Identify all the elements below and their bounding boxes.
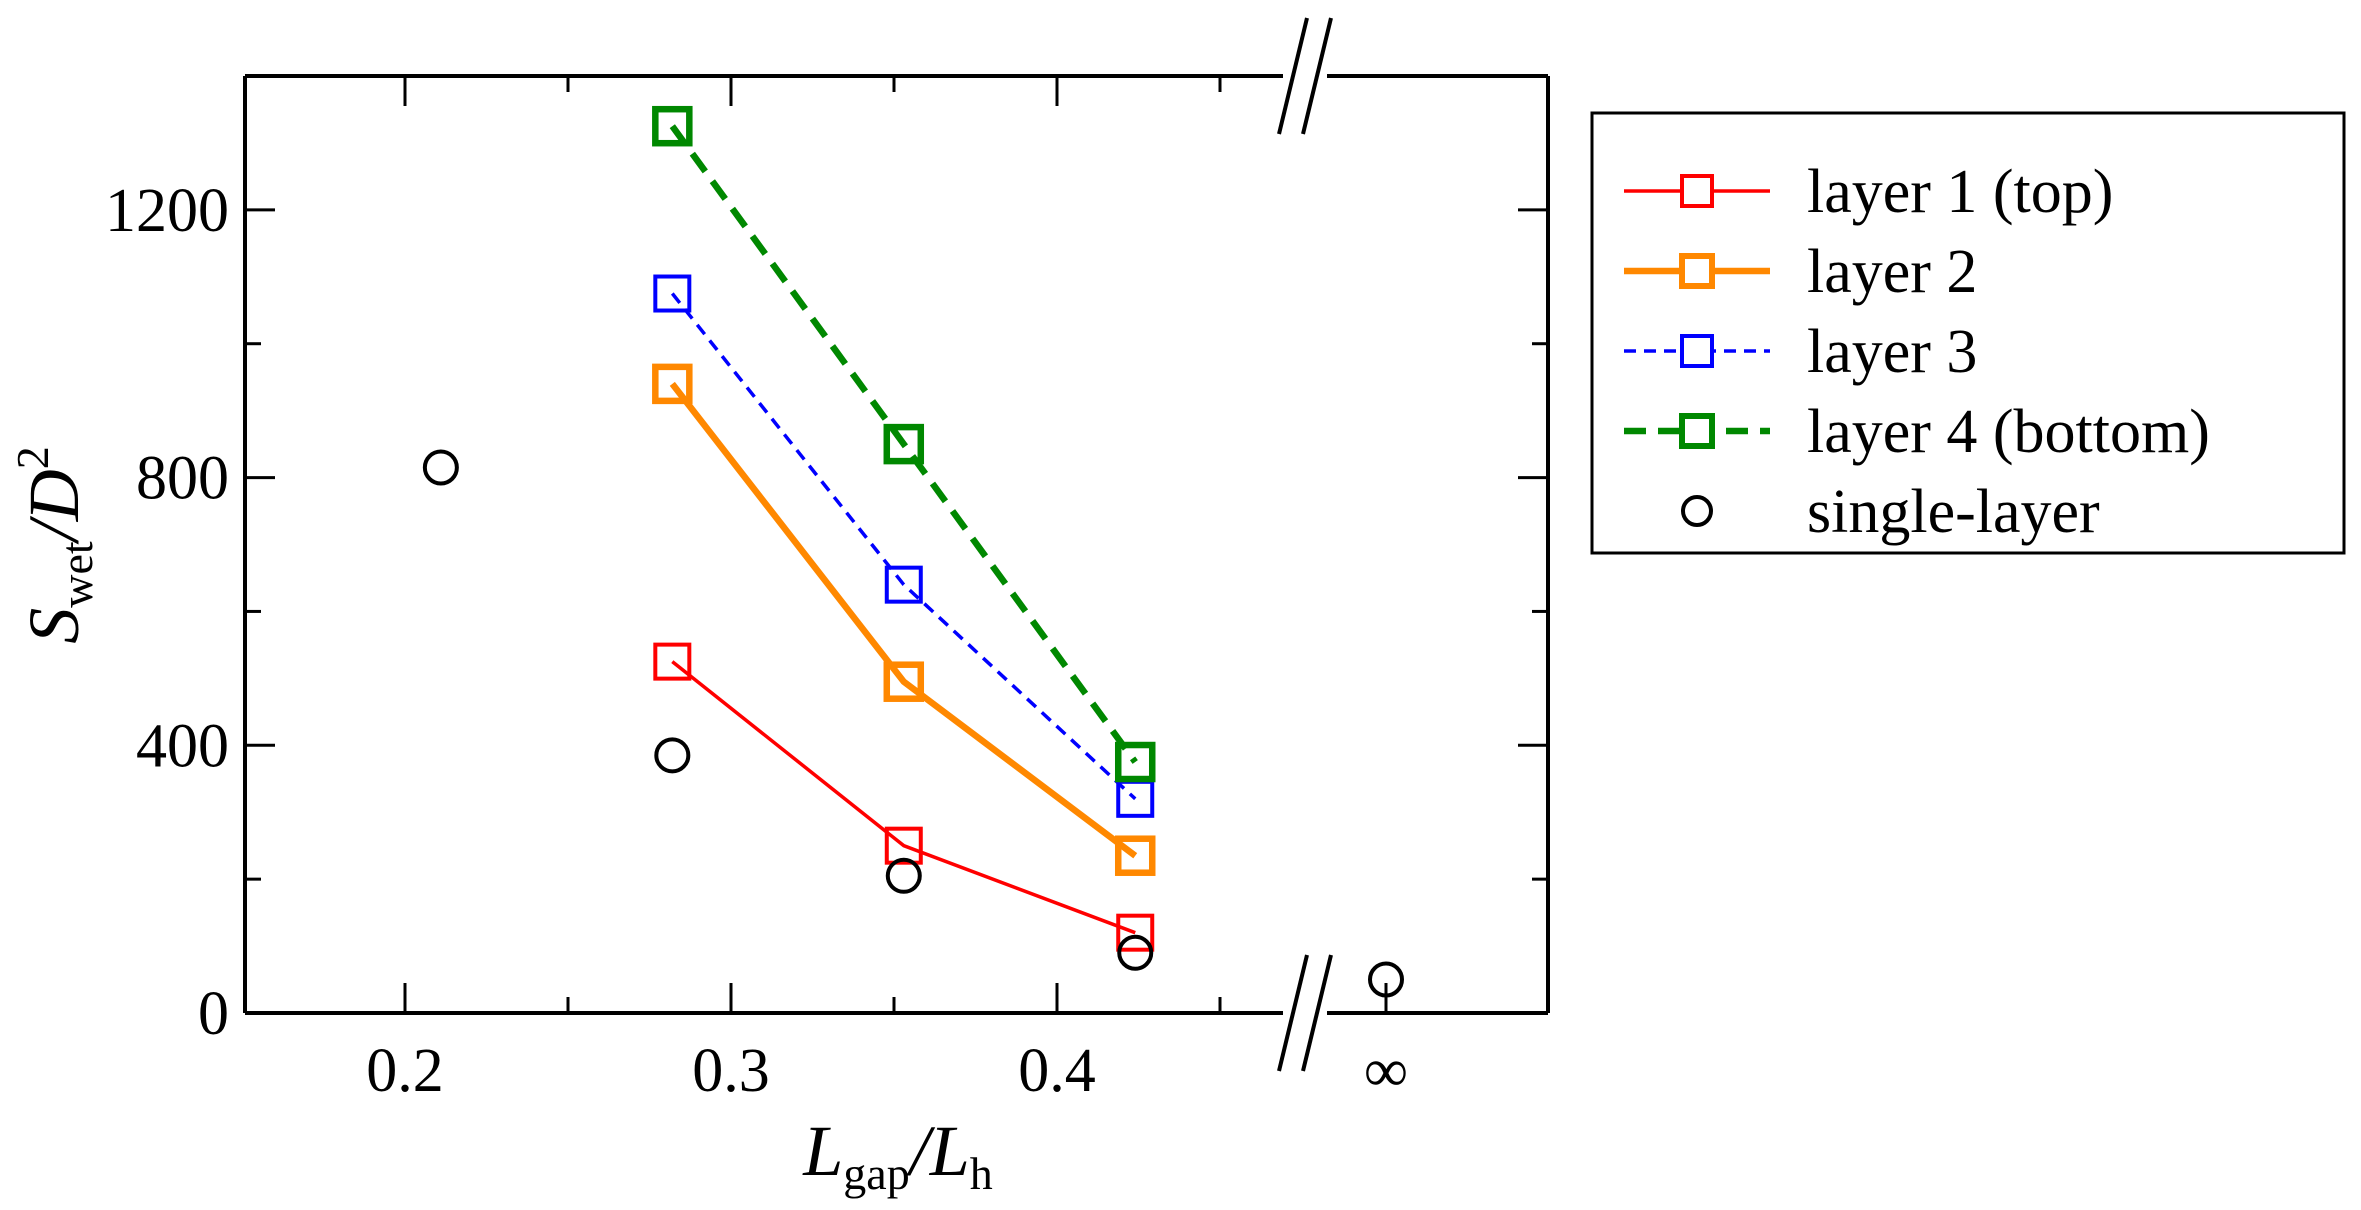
series-line xyxy=(669,381,1138,859)
bottom-axis-break-mark xyxy=(1277,954,1309,1072)
y-axis-title: Swet/D2 xyxy=(7,446,102,643)
x-axis-title: Lgap/Lh xyxy=(802,1111,993,1199)
series-point xyxy=(652,105,693,147)
axes: 0 400 800 1200 0.2 0.3 0.4 ∞ Lgap/Lh Swet/D2 xyxy=(7,17,1550,1199)
series-point xyxy=(652,363,693,405)
x-tick-label: 0.2 xyxy=(366,1037,444,1105)
x-axis-title-sub: gap xyxy=(843,1148,909,1199)
series-layer xyxy=(422,105,1404,998)
series-point xyxy=(1368,961,1404,998)
series-point xyxy=(422,449,459,486)
legend-item: layer 2 xyxy=(1624,238,1977,306)
series-point xyxy=(1114,741,1156,783)
y-axis-title-sup: 2 xyxy=(7,446,58,469)
y-tick-label: 800 xyxy=(136,445,229,513)
legend-label: single-layer xyxy=(1807,478,2100,546)
legend-item: layer 4 (bottom) xyxy=(1624,398,2210,466)
x-axis-title-main2: L xyxy=(929,1111,970,1191)
y-tick-label: 400 xyxy=(136,712,229,780)
top-axis-break-mark xyxy=(1301,17,1333,135)
series-4 xyxy=(652,105,1156,783)
legend-marker xyxy=(1681,495,1713,527)
series-1 xyxy=(653,642,1155,952)
y-tick-label: 1200 xyxy=(105,177,229,245)
series-line xyxy=(671,660,1136,935)
series-point xyxy=(883,423,925,465)
series-line xyxy=(670,292,1137,801)
x-axis-title-sub2: h xyxy=(970,1148,993,1199)
y-axis-title-sub: wet xyxy=(51,541,102,608)
series-2 xyxy=(652,363,1156,876)
series-point xyxy=(654,737,691,774)
legend-marker xyxy=(1680,174,1714,208)
y-tick-label: 0 xyxy=(198,980,229,1048)
legend-label: layer 3 xyxy=(1807,318,1977,386)
y-axis-title-main: S xyxy=(14,608,94,644)
legend-box xyxy=(1590,111,2346,555)
series-point xyxy=(653,274,692,313)
legend-label: layer 1 (top) xyxy=(1807,158,2113,226)
legend-marker xyxy=(1679,253,1715,289)
series-point xyxy=(1117,934,1154,971)
x-tick-label: 0.3 xyxy=(692,1037,770,1105)
series-point xyxy=(1114,835,1156,876)
legend-label: layer 2 xyxy=(1807,238,1977,306)
legend-marker xyxy=(1680,334,1714,368)
series-point xyxy=(885,857,922,894)
legend-item: single-layer xyxy=(1681,478,2100,546)
legend-marker xyxy=(1679,413,1715,449)
legend: layer 1 (top) layer 2 layer 3 layer 4 (bott… xyxy=(1590,111,2346,555)
series-line xyxy=(669,124,1138,764)
series-3 xyxy=(653,274,1155,818)
series-5 xyxy=(422,449,1404,998)
series-point xyxy=(884,565,923,604)
bottom-axis-break-mark xyxy=(1301,954,1333,1072)
series-point xyxy=(884,826,923,865)
legend-item: layer 1 (top) xyxy=(1624,158,2113,226)
series-point xyxy=(883,661,925,702)
x-tick-label-infinity: ∞ xyxy=(1364,1037,1408,1105)
series-point xyxy=(1116,913,1155,952)
legend-label: layer 4 (bottom) xyxy=(1807,398,2210,466)
series-point xyxy=(653,642,692,681)
y-axis-title-main2: D xyxy=(14,469,94,522)
x-tick-label: 0.4 xyxy=(1018,1037,1096,1105)
x-axis-title-main: L xyxy=(802,1111,843,1191)
legend-item: layer 3 xyxy=(1624,318,1977,386)
top-axis-break-mark xyxy=(1277,17,1309,135)
